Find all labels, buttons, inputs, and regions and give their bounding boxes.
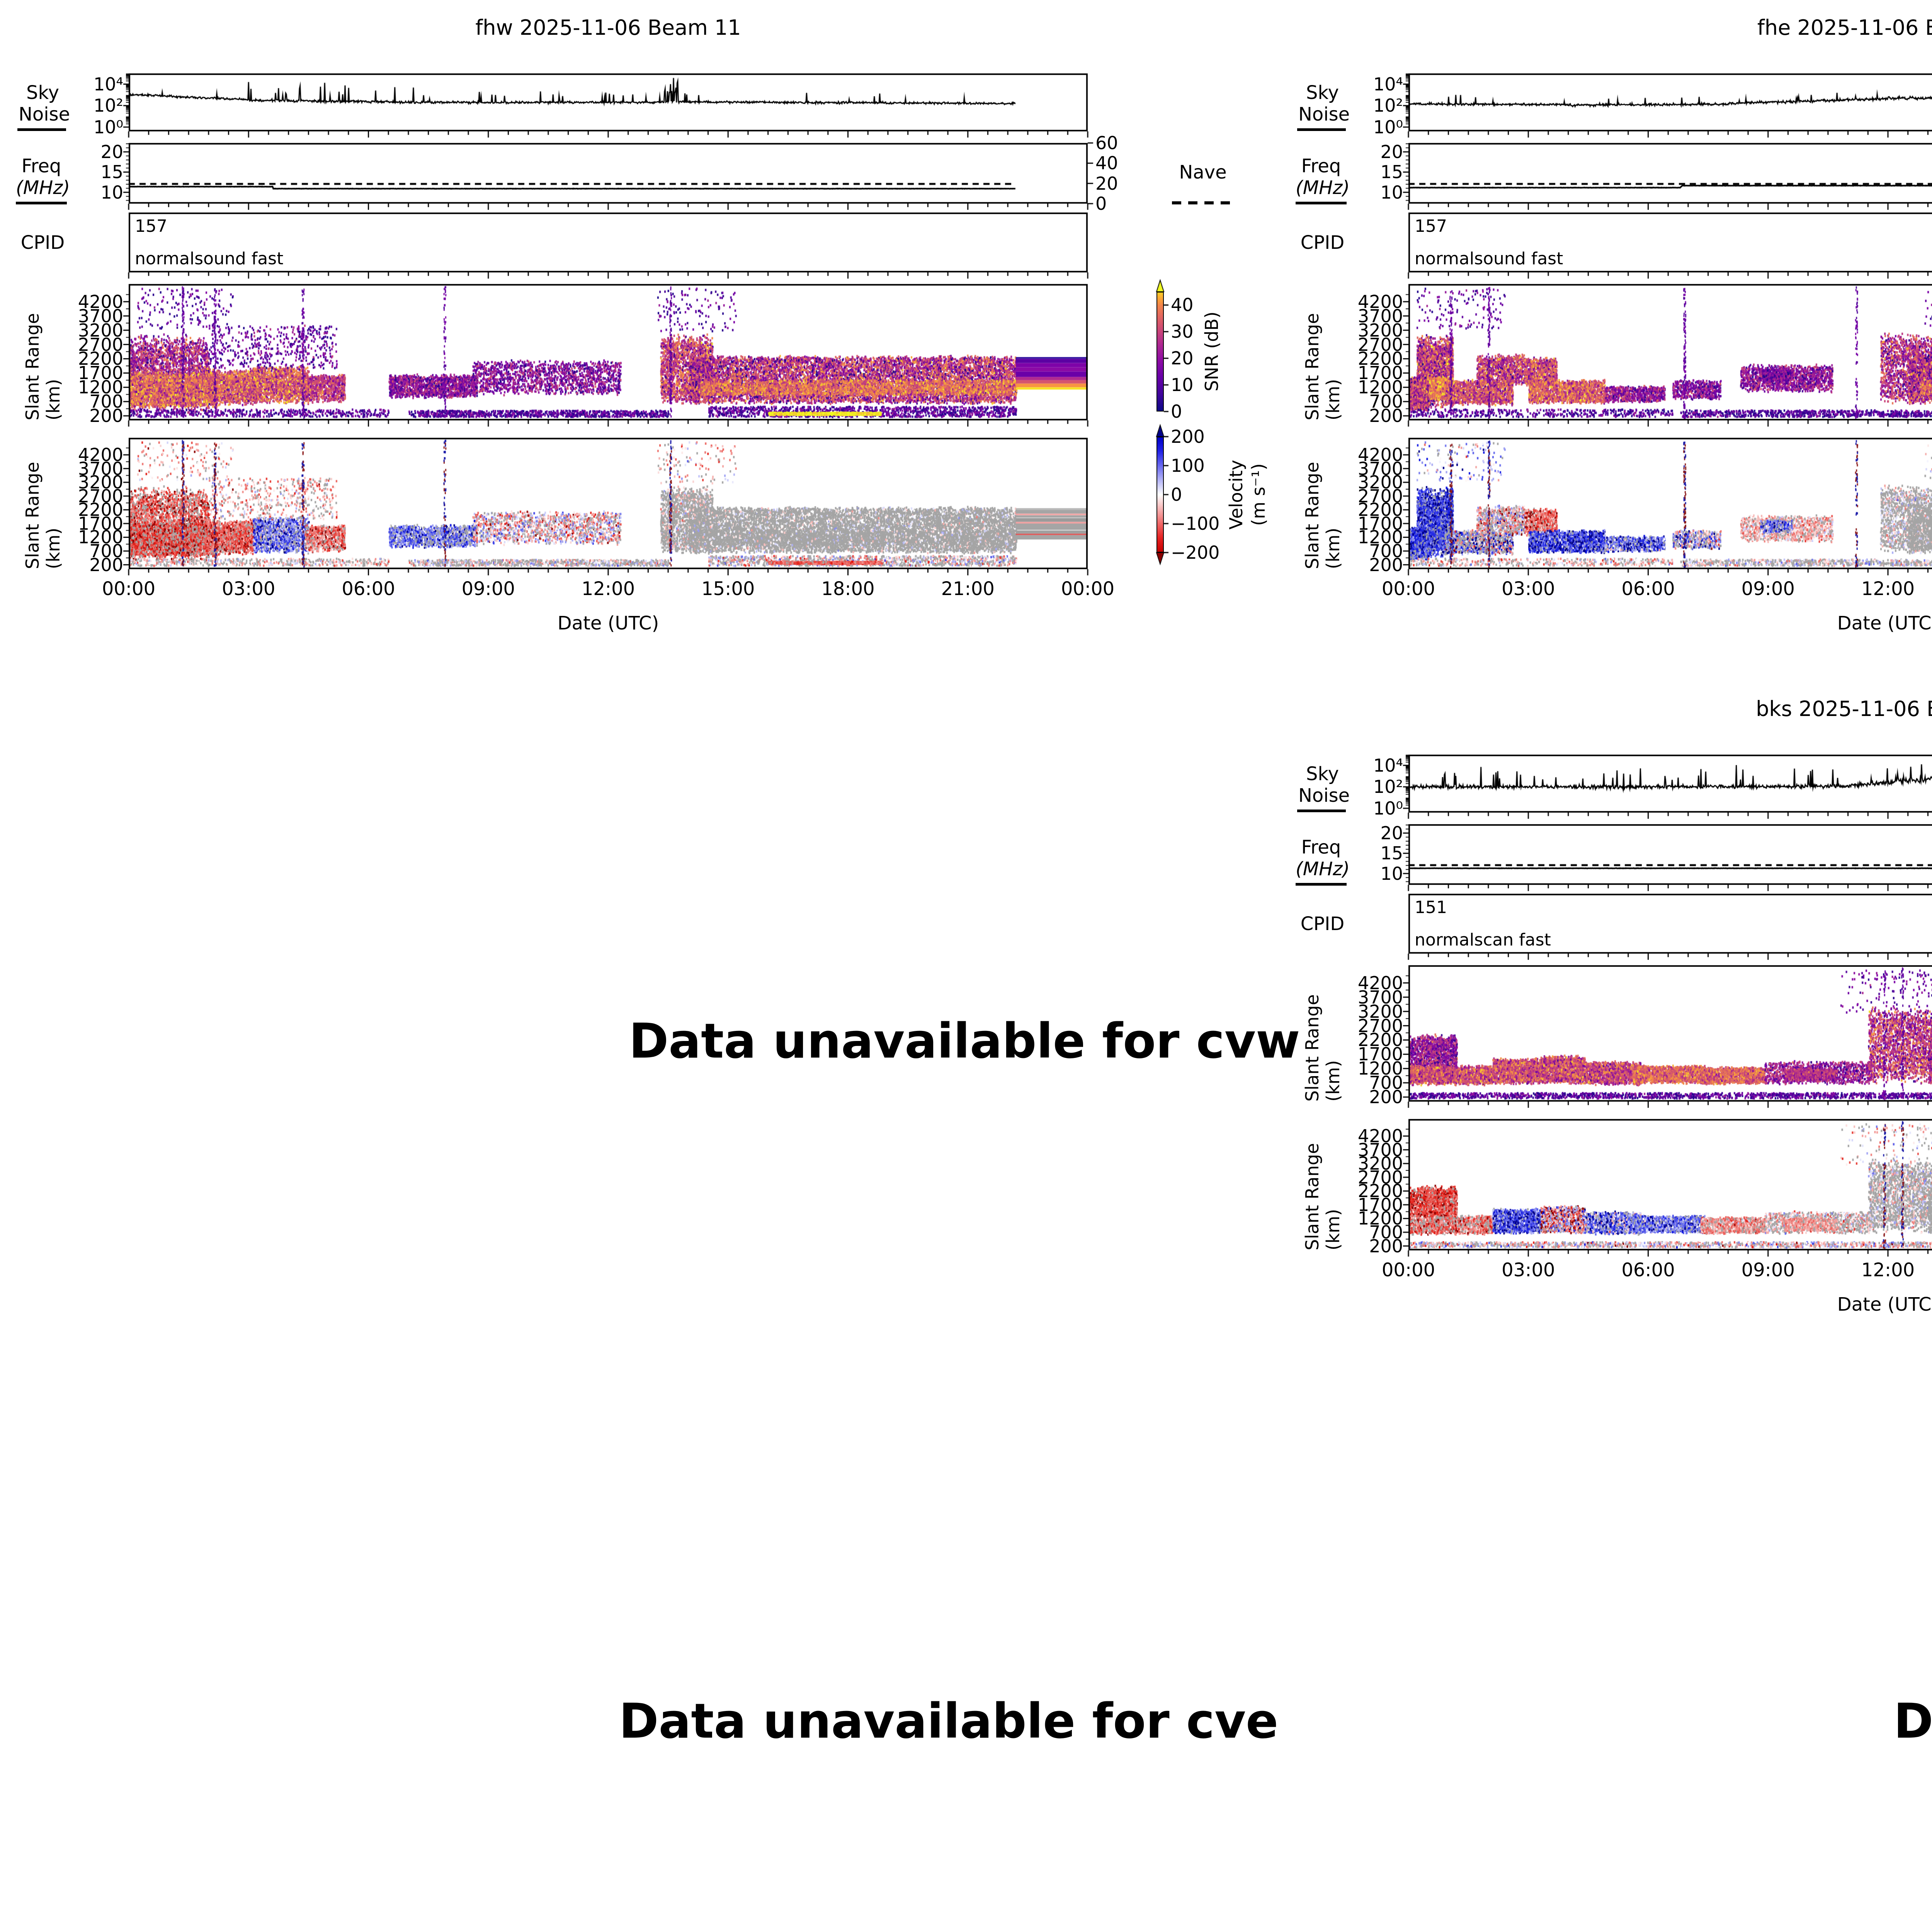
sky-panel-canvas [1408,755,1932,813]
x-tick-label: 06:00 [342,578,395,600]
cpid-axis-label: CPID [20,232,65,253]
sky-tick-label: 10⁰ [1373,798,1403,819]
plot-title: fhw 2025-11-06 Beam 11 [475,15,741,40]
x-tick-label: 00:00 [1381,578,1435,600]
sky-tick-label: 10⁴ [1373,73,1403,95]
cpid-name: normalsound fast [135,249,284,269]
x-tick-label: 03:00 [1502,1259,1555,1281]
snr-panel-canvas [1408,965,1932,1102]
nave-tick-label: 20 [1095,173,1118,194]
nave-tick-label: 40 [1095,153,1118,174]
cpid-name: normalscan fast [1415,930,1551,950]
cpid-axis-label: CPID [1300,232,1345,253]
x-tick-label: 12:00 [1861,578,1915,600]
nave-tick-label: 0 [1095,193,1107,214]
vel-panel-canvas [1408,1119,1932,1250]
slant-tick-label: 200 [1369,1087,1403,1108]
freq-tick-label: 15 [1380,843,1403,864]
sky-tick-label: 10² [1373,95,1403,116]
freq-tick-label: 15 [100,162,123,183]
cpid-axis-label: CPID [1300,913,1345,935]
snr-colorbar-label: SNR (dB) [1201,311,1222,392]
slant-tick-label: 200 [89,405,123,427]
date-axis-label: Date (UTC) [1837,1294,1932,1315]
x-tick-label: 00:00 [1381,1259,1435,1281]
snr-cbar-tick-label: 20 [1171,348,1194,369]
x-tick-label: 00:00 [102,578,156,600]
sky-tick-label: 10² [94,95,123,116]
slant-tick-label: 200 [1369,554,1403,575]
cpid-id: 151 [1415,898,1447,917]
vel-cbar-tick-label: −200 [1171,542,1220,563]
freq-tick-label: 10 [100,182,123,203]
nave-legend-label: Nave [1179,162,1227,183]
freq-tick-label: 10 [1380,863,1403,884]
freq-tick-label: 15 [1380,162,1403,183]
cpid-id: 157 [135,216,167,236]
slant-tick-label: 200 [1369,1235,1403,1257]
freq-tick-label: 20 [100,141,123,163]
snr-colorbar [1156,292,1164,412]
sky-tick-label: 10⁴ [1373,755,1403,776]
snr-cbar-tick-label: 40 [1171,294,1194,316]
freq-tick-label: 20 [1380,823,1403,844]
data-unavailable-wal: Data unavailable for wal [1893,1694,1932,1749]
sky-panel-canvas [129,73,1088,131]
velocity-colorbar-label: Velocity (m s⁻¹) [1226,459,1269,530]
slant-tick-label: 200 [1369,405,1403,427]
x-tick-label: 00:00 [1061,578,1115,600]
cpid-name: normalsound fast [1415,249,1563,269]
freq-panel-canvas [1408,143,1932,204]
sky-tick-label: 10⁰ [94,116,123,138]
data-unavailable-cve: Data unavailable for cve [619,1694,1279,1749]
nave-tick-label: 60 [1095,133,1118,153]
freq-tick-label: 10 [1380,182,1403,203]
plot-title: bks 2025-11-06 Beam 15 [1756,697,1932,721]
x-tick-label: 09:00 [1741,1259,1795,1281]
vel-cbar-tick-label: 100 [1171,455,1205,476]
sky-tick-label: 10² [1373,776,1403,798]
x-tick-label: 09:00 [1741,578,1795,600]
sky-panel-canvas [1408,73,1932,131]
vel-panel-canvas [129,438,1088,569]
x-tick-label: 12:00 [1861,1259,1915,1281]
freq-panel-canvas [1408,824,1932,885]
snr-cbar-tick-label: 30 [1171,321,1194,342]
vel-panel-canvas [1408,438,1932,569]
plot-title: fhe 2025-11-06 Beam 11 [1757,15,1932,40]
x-tick-label: 21:00 [941,578,995,600]
snr-panel-canvas [129,284,1088,420]
sky-tick-label: 10⁰ [1373,116,1403,138]
x-tick-label: 03:00 [222,578,276,600]
date-axis-label: Date (UTC) [557,612,659,634]
x-tick-label: 06:00 [1621,578,1675,600]
vel-cbar-tick-label: 0 [1171,484,1182,505]
freq-panel-canvas [129,143,1088,204]
cpid-id: 157 [1415,216,1447,236]
x-tick-label: 15:00 [701,578,755,600]
x-tick-label: 03:00 [1502,578,1555,600]
data-unavailable-cvw: Data unavailable for cvw [629,1014,1300,1069]
snr-panel-canvas [1408,284,1932,420]
vel-cbar-tick-label: −100 [1171,513,1220,534]
snr-cbar-tick-label: 10 [1171,374,1194,396]
x-tick-label: 06:00 [1621,1259,1675,1281]
x-tick-label: 09:00 [461,578,515,600]
freq-tick-label: 20 [1380,141,1403,163]
velocity-colorbar [1156,437,1164,553]
x-tick-label: 18:00 [821,578,875,600]
date-axis-label: Date (UTC) [1837,612,1932,634]
vel-cbar-tick-label: 200 [1171,426,1205,447]
x-tick-label: 12:00 [581,578,635,600]
slant-tick-label: 200 [89,554,123,575]
sky-tick-label: 10⁴ [94,73,123,95]
snr-cbar-tick-label: 0 [1171,401,1182,422]
nave-legend-dash [1172,201,1232,204]
